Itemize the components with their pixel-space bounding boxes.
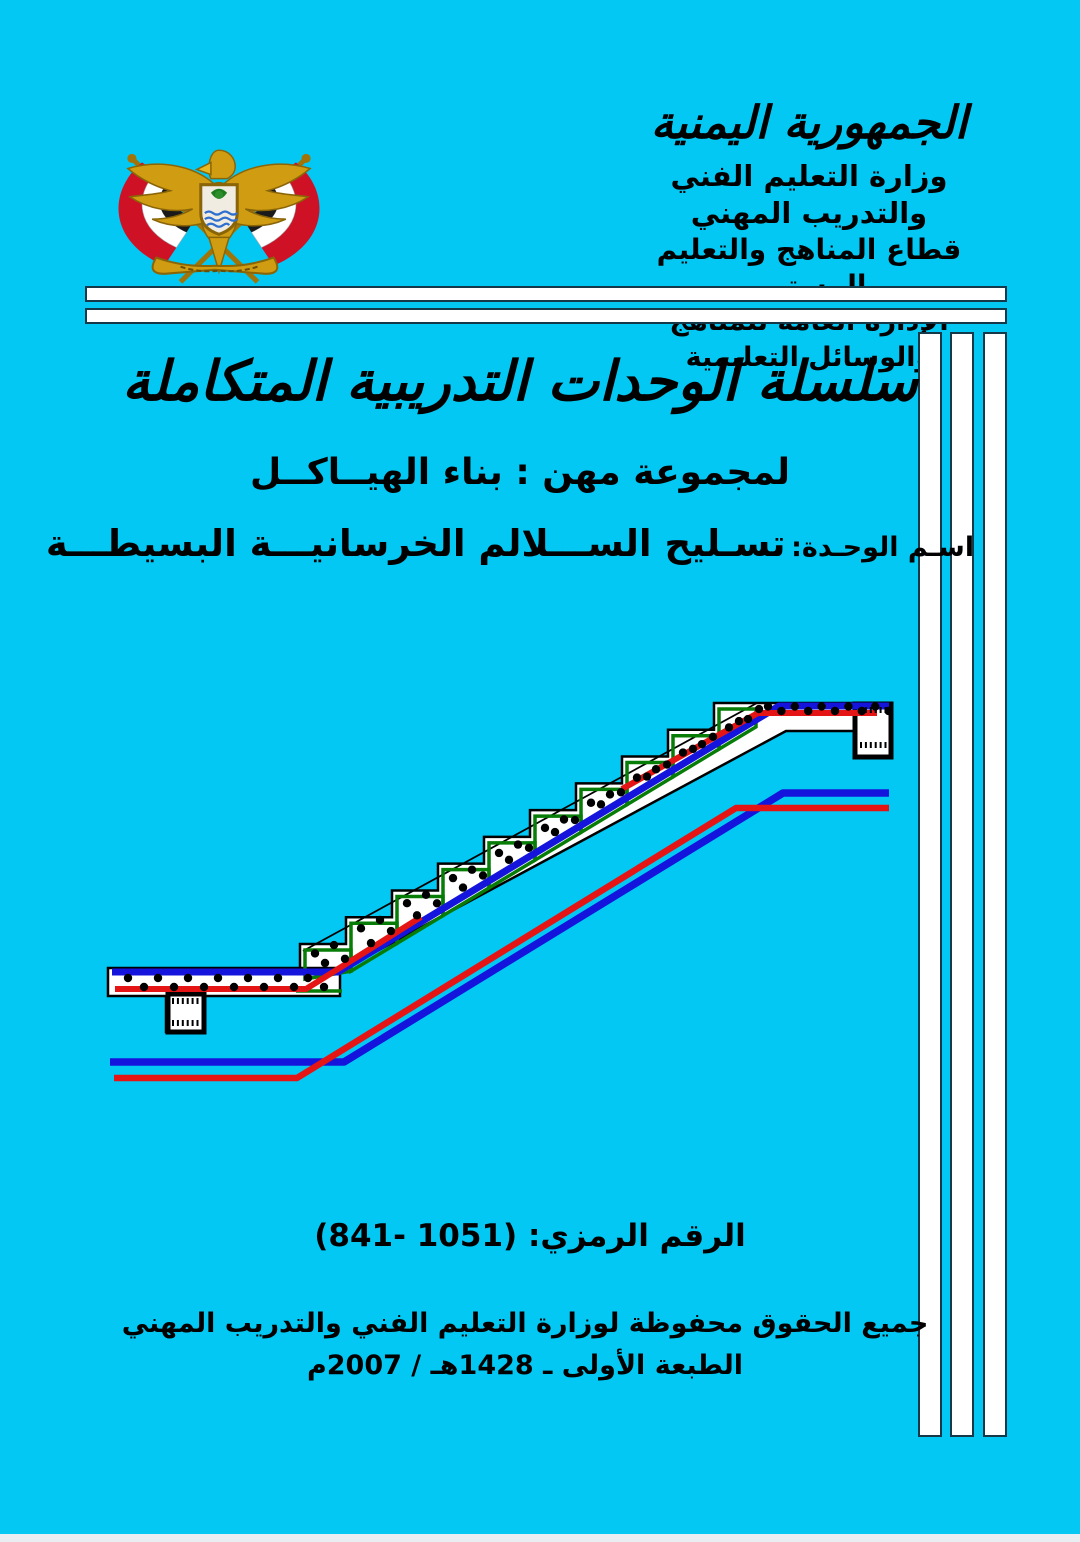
footer-block: جميع الحقوق محفوظة لوزارة التعليم الفني …	[25, 1303, 1025, 1387]
page-bottom-edge	[0, 1534, 1080, 1542]
code-number-line: الرقم الرمزي: (841- 1051)	[0, 1218, 1054, 1254]
code-number-label: الرقم الرمزي:	[527, 1218, 746, 1254]
unit-name-line: اسـم الوحـدة: تسـليح الســـلالم الخرساني…	[10, 522, 1010, 565]
occupation-group-title: لمجموعة مهن : بناء الهيــاكــل	[250, 452, 790, 493]
copyright-line: جميع الحقوق محفوظة لوزارة التعليم الفني …	[121, 1308, 929, 1339]
unit-name-label: اسـم الوحـدة:	[791, 532, 975, 563]
shield	[199, 183, 239, 236]
ministry-line: وزارة التعليم الفني والتدريب المهني	[670, 159, 948, 230]
header-block: الجمهورية اليمنية وزارة التعليم الفني وا…	[604, 88, 1014, 376]
series-title: سلسلة الوحدات التدريبية المتكاملة	[122, 349, 918, 413]
vertical-stripe-1	[918, 332, 942, 1437]
edition-line: الطبعة الأولى ـ 1428هـ / 2007م	[306, 1350, 744, 1381]
yemen-emblem-icon	[94, 128, 344, 290]
horizontal-stripe-1	[85, 286, 1007, 302]
vertical-stripe-2	[950, 332, 974, 1437]
unit-name-text: تسـليح الســـلالم الخرسانيـــة البسيطـــ…	[45, 522, 786, 565]
country-calligraphy: الجمهورية اليمنية	[650, 96, 968, 149]
horizontal-stripe-2	[85, 308, 1007, 324]
vertical-stripe-3	[983, 332, 1007, 1437]
code-number-value: (841- 1051)	[314, 1218, 518, 1254]
